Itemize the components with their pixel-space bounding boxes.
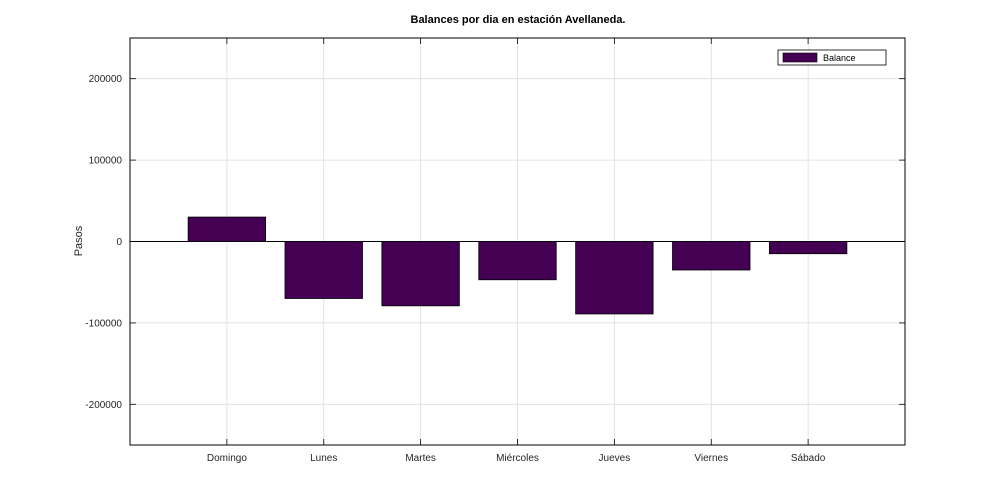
bar [478, 241, 557, 281]
plot-frame [129, 37, 906, 446]
y-tick-label: 100000 [89, 156, 123, 167]
x-tick-label: Domingo [207, 453, 247, 464]
chart-title: Balances por dia en estación Avellaneda. [411, 14, 626, 26]
y-tick-label: -100000 [85, 318, 122, 329]
bar [672, 241, 751, 271]
bar [284, 241, 363, 299]
bar [768, 241, 848, 255]
y-tick-label: -200000 [85, 400, 122, 411]
y-tick-label: 200000 [89, 74, 123, 85]
legend: Balance [777, 49, 887, 66]
x-tick-label: Martes [405, 453, 436, 464]
y-ticks: -200000 -100000 0 100000 200000 [85, 74, 905, 411]
x-tick-label: Viernes [694, 453, 728, 464]
bar [187, 216, 267, 242]
y-axis-label: Pasos [73, 225, 85, 256]
bar [381, 241, 460, 307]
x-tick-label: Jueves [599, 453, 631, 464]
legend-swatch [782, 52, 818, 63]
x-ticks: Domingo Lunes Martes Miércoles Jueves Viernes… [207, 38, 826, 464]
x-tick-label: Sábado [791, 453, 826, 464]
x-tick-label: Lunes [310, 453, 337, 464]
bars [187, 216, 848, 315]
bar [575, 241, 654, 315]
legend-label: Balance [823, 53, 856, 63]
y-tick-label: 0 [116, 237, 122, 248]
x-tick-label: Miércoles [496, 453, 539, 464]
